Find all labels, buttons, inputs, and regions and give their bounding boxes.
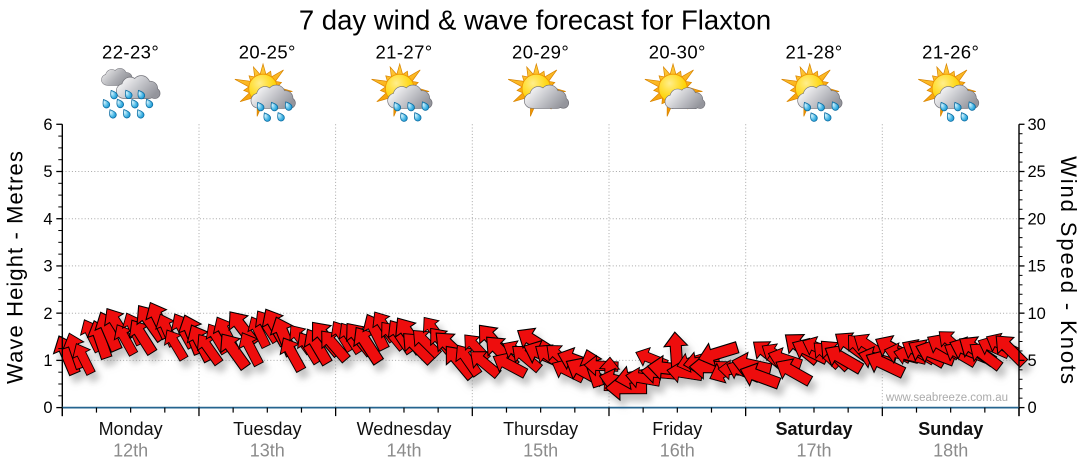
svg-text:www.seabreeze.com.au: www.seabreeze.com.au <box>885 392 1008 404</box>
svg-text:13th: 13th <box>250 441 285 461</box>
svg-text:25: 25 <box>1028 163 1046 181</box>
svg-text:5: 5 <box>43 163 52 181</box>
svg-text:4: 4 <box>43 210 52 228</box>
svg-text:Tuesday: Tuesday <box>233 419 301 439</box>
svg-text:16th: 16th <box>660 441 695 461</box>
svg-text:Thursday: Thursday <box>503 419 578 439</box>
svg-text:6: 6 <box>43 116 52 134</box>
svg-text:Wednesday: Wednesday <box>357 419 452 439</box>
svg-text:0: 0 <box>1028 399 1037 417</box>
svg-text:Wind Speed - Knots: Wind Speed - Knots <box>1056 156 1080 386</box>
svg-text:Wave Height - Metres: Wave Height - Metres <box>3 150 28 384</box>
svg-text:Sunday: Sunday <box>918 419 983 439</box>
svg-text:18th: 18th <box>933 441 968 461</box>
svg-text:15: 15 <box>1028 258 1046 276</box>
svg-text:Friday: Friday <box>652 419 702 439</box>
svg-text:5: 5 <box>1028 352 1037 370</box>
svg-text:14th: 14th <box>386 441 421 461</box>
svg-text:20-30°: 20-30° <box>649 42 706 63</box>
svg-text:20-25°: 20-25° <box>239 42 296 63</box>
svg-text:21-28°: 21-28° <box>785 42 842 63</box>
svg-text:22-23°: 22-23° <box>102 42 159 63</box>
svg-text:17th: 17th <box>796 441 831 461</box>
svg-text:12th: 12th <box>113 441 148 461</box>
svg-text:7 day wind & wave forecast for: 7 day wind & wave forecast for Flaxton <box>299 5 771 36</box>
svg-text:15th: 15th <box>523 441 558 461</box>
svg-text:21-27°: 21-27° <box>375 42 432 63</box>
svg-text:20: 20 <box>1028 210 1046 228</box>
svg-text:1: 1 <box>43 352 52 370</box>
svg-text:21-26°: 21-26° <box>922 42 979 63</box>
svg-text:2: 2 <box>43 305 52 323</box>
svg-text:3: 3 <box>43 258 52 276</box>
svg-text:20-29°: 20-29° <box>512 42 569 63</box>
svg-text:0: 0 <box>43 399 52 417</box>
svg-text:10: 10 <box>1028 305 1046 323</box>
svg-text:Saturday: Saturday <box>775 419 852 439</box>
svg-text:30: 30 <box>1028 116 1046 134</box>
svg-text:Monday: Monday <box>99 419 163 439</box>
